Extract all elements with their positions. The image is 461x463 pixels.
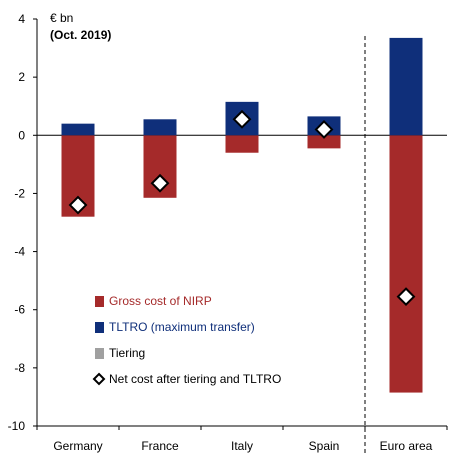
- net-cost-marker: [150, 173, 170, 193]
- legend-swatch: [95, 322, 104, 333]
- bar-gross-cost-of-nirp: [389, 135, 423, 393]
- net-cost-marker: [232, 109, 252, 129]
- net-cost-marker: [314, 120, 334, 139]
- net-cost-marker: [396, 287, 416, 307]
- bar-tltro-maximum-transfer-: [61, 123, 95, 136]
- legend-swatch: [95, 296, 104, 307]
- bar-gross-cost-of-nirp: [225, 135, 259, 153]
- bar-tltro-maximum-transfer-: [143, 119, 177, 136]
- date-label: (Oct. 2019): [50, 28, 112, 42]
- net-cost-marker: [68, 195, 88, 215]
- x-tick-label: France: [141, 439, 179, 453]
- legend-label: TLTRO (maximum transfer): [109, 320, 255, 334]
- y-tick-label: 0: [18, 128, 25, 142]
- y-tick-label: -10: [8, 419, 26, 433]
- y-tick-label: -8: [14, 361, 25, 375]
- legend-marker: [92, 372, 106, 386]
- bar-tltro-maximum-transfer-: [389, 37, 423, 136]
- bar-gross-cost-of-nirp: [307, 135, 341, 149]
- x-tick-label: Spain: [309, 439, 340, 453]
- legend-swatch: [95, 348, 104, 359]
- y-tick-label: 2: [18, 70, 25, 84]
- x-tick-label: Italy: [231, 439, 253, 453]
- y-tick-label: -2: [14, 186, 25, 200]
- y-tick-label: 4: [18, 12, 25, 26]
- y-tick-label: -4: [14, 245, 25, 259]
- legend-label: Net cost after tiering and TLTRO: [109, 372, 281, 386]
- x-tick-label: Euro area: [380, 439, 433, 453]
- legend-label: Gross cost of NIRP: [109, 294, 212, 308]
- x-tick-label: Germany: [53, 439, 102, 453]
- y-tick-label: -6: [14, 303, 25, 317]
- unit-label: € bn: [50, 11, 74, 25]
- legend-label: Tiering: [109, 346, 145, 360]
